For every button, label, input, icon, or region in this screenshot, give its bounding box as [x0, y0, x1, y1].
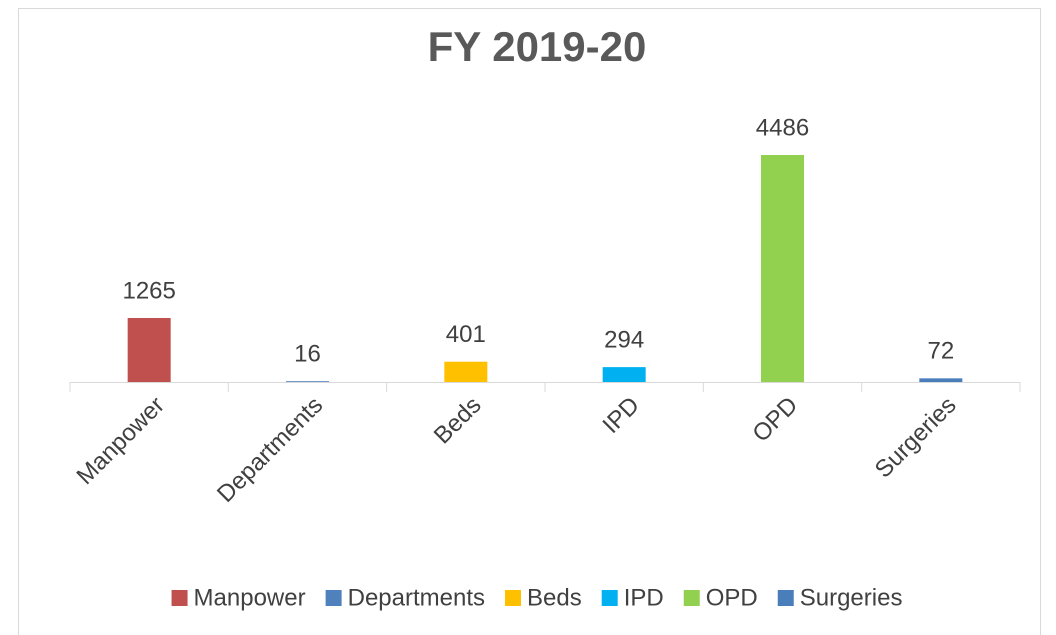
legend-label: OPD	[706, 584, 758, 611]
legend-swatch	[325, 590, 342, 606]
data-label: 72	[927, 338, 954, 365]
bar	[286, 381, 329, 382]
data-label: 16	[294, 341, 321, 368]
chart-title: FY 2019-20	[428, 23, 647, 70]
bar	[602, 367, 646, 382]
legend-swatch	[505, 590, 521, 606]
legend-label: IPD	[624, 584, 664, 611]
chart-border	[18, 8, 1041, 635]
legend-swatch	[683, 590, 700, 606]
legend-label: Beds	[527, 584, 582, 611]
legend-swatch	[171, 590, 188, 606]
legend-label: Departments	[348, 584, 485, 611]
legend-label: Surgeries	[800, 584, 903, 611]
data-label: 294	[604, 326, 644, 353]
legend-label: Manpower	[194, 584, 306, 611]
bar	[761, 155, 804, 382]
legend-swatch	[601, 590, 618, 606]
bar	[444, 361, 488, 382]
data-label: 4486	[756, 114, 809, 141]
bar	[919, 378, 963, 382]
legend-swatch	[777, 590, 794, 606]
bar	[127, 317, 171, 382]
data-label: 1265	[122, 277, 175, 304]
data-label: 401	[446, 321, 486, 348]
